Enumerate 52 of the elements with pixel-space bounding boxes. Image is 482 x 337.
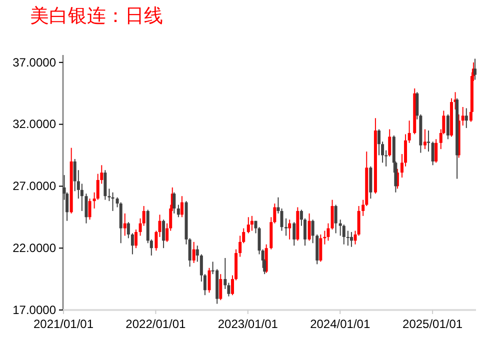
y-tick-label: 37.0000 <box>12 55 56 70</box>
candlestick <box>192 241 196 264</box>
candlestick <box>434 138 438 164</box>
x-tick-label: 2021/01/01 <box>33 316 94 331</box>
candlestick <box>350 232 353 248</box>
candlestick <box>219 274 222 301</box>
candlestick <box>196 245 199 262</box>
candlestick <box>388 128 392 158</box>
candlestick <box>276 196 280 214</box>
candlestick <box>334 204 338 234</box>
candlestick <box>346 230 350 246</box>
x-tick-label: 2022/01/01 <box>126 316 186 331</box>
x-tick-label: 2023/01/01 <box>218 316 278 331</box>
candlestick <box>246 216 250 234</box>
candlestick <box>311 219 314 244</box>
candlestick <box>461 106 464 126</box>
candlestick <box>464 108 468 129</box>
candlestick <box>84 193 88 224</box>
candlestick <box>326 222 330 242</box>
candlestick <box>288 219 292 240</box>
candlestick <box>130 232 134 255</box>
candlestick <box>208 267 211 294</box>
y-tick-label: 27.0000 <box>12 179 56 194</box>
candlestick <box>408 120 411 144</box>
candlestick <box>162 219 166 249</box>
candlestick <box>284 218 288 236</box>
candlestick <box>308 212 311 242</box>
candlestick <box>446 114 450 140</box>
y-tick-label: 22.0000 <box>12 240 56 255</box>
chart-title: 美白银连：日线 <box>30 5 163 27</box>
candlestick <box>280 208 284 232</box>
candlestick <box>104 170 107 200</box>
candlestick <box>134 229 138 249</box>
candlestick <box>126 222 130 239</box>
candlestick <box>292 222 296 246</box>
candlestick <box>172 192 176 214</box>
y-tick-label: 32.0000 <box>12 117 56 132</box>
candlestick <box>123 212 126 236</box>
candlestick <box>431 141 434 166</box>
candlestick <box>254 220 258 234</box>
candlestick <box>88 198 92 220</box>
candlestick <box>180 196 184 218</box>
candlestick <box>423 128 426 150</box>
candlestick <box>330 199 334 230</box>
candlestick <box>319 234 322 262</box>
candlestick <box>108 188 111 202</box>
candlestick <box>250 215 254 232</box>
candlestick <box>427 130 430 152</box>
x-tick-label: 2024/01/01 <box>310 316 370 331</box>
y-tick-label: 17.0000 <box>12 302 56 317</box>
candlestick <box>176 204 180 218</box>
x-tick-label: 2025/01/01 <box>402 316 463 331</box>
